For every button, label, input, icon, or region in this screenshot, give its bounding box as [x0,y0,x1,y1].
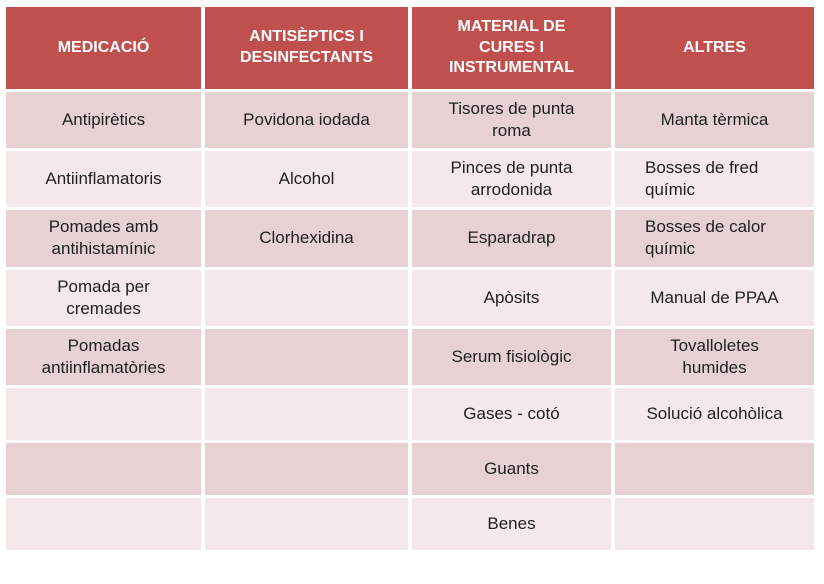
column-header: MATERIAL DE CURES I INSTRUMENTAL [411,7,611,89]
table-cell: Solució alcohòlica [614,387,814,440]
table-row: Gases - cotó Solució alcohòlica [6,387,814,440]
table-cell: Tovalloletes humides [614,328,814,385]
table-row: Benes [6,497,814,550]
table-row: Pomades amb antihistamínic Clorhexidina Es… [6,210,814,267]
table-cell: Esparadrap [411,210,611,267]
table-cell [614,497,814,550]
table-cell [205,387,408,440]
table-cell [205,269,408,326]
table-cell: Povidona iodada [205,92,408,149]
table-cell [205,328,408,385]
table-cell: Bosses de fred químic [614,151,814,208]
table-row: Antipirètics Povidona iodada Tisores de pu… [6,92,814,149]
table-cell [6,497,202,550]
column-header: ALTRES [614,7,814,89]
table-cell: Pinces de punta arrodonida [411,151,611,208]
table-cell: Manta tèrmica [614,92,814,149]
table-cell [205,442,408,495]
column-header: MEDICACIÓ [6,7,202,89]
table-cell: Pomades amb antihistamínic [6,210,202,267]
column-header: ANTISÈPTICS I DESINFECTANTS [205,7,408,89]
table-cell [6,442,202,495]
table-cell: Clorhexidina [205,210,408,267]
table-cell: Gases - cotó [411,387,611,440]
table-cell: Tisores de punta roma [411,92,611,149]
table-cell: Benes [411,497,611,550]
table-cell: Antipirètics [6,92,202,149]
table-cell: Antiinflamatoris [6,151,202,208]
table-cell [6,387,202,440]
table-cell: Apòsits [411,269,611,326]
table-row: Pomadas antiinflamatòries Serum fisiològi… [6,328,814,385]
first-aid-kit-table: MEDICACIÓ ANTISÈPTICS I DESINFECTANTS MATE… [2,4,818,553]
table-cell: Pomadas antiinflamatòries [6,328,202,385]
table-row: Pomada per cremades Apòsits Manual de PPAA [6,269,814,326]
table-cell: Manual de PPAA [614,269,814,326]
header-row: MEDICACIÓ ANTISÈPTICS I DESINFECTANTS MATE… [6,7,814,89]
table-cell: Pomada per cremades [6,269,202,326]
table-cell: Bosses de calor químic [614,210,814,267]
table-cell: Serum fisiològic [411,328,611,385]
table-cell: Alcohol [205,151,408,208]
table-cell [205,497,408,550]
table-cell: Guants [411,442,611,495]
table-cell [614,442,814,495]
table-row: Guants [6,442,814,495]
table-row: Antiinflamatoris Alcohol Pinces de punta a… [6,151,814,208]
